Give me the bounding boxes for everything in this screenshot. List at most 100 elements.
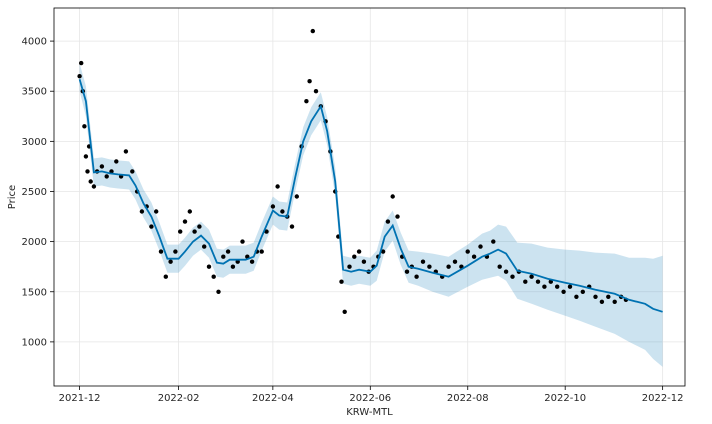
observed-point — [82, 124, 87, 129]
observed-point — [347, 264, 352, 269]
observed-point — [491, 239, 496, 244]
observed-point — [79, 60, 84, 66]
observed-point — [249, 259, 255, 264]
observed-point — [395, 214, 400, 219]
observed-point — [197, 224, 202, 229]
observed-point — [163, 274, 168, 279]
observed-point — [404, 269, 410, 274]
observed-point — [225, 249, 231, 254]
x-tick-label: 2022-06 — [349, 393, 391, 404]
observed-point — [307, 79, 312, 84]
observed-point — [139, 209, 145, 214]
grid-lines — [54, 8, 685, 386]
observed-point — [280, 209, 285, 214]
observed-point — [154, 209, 159, 214]
observed-point — [289, 224, 295, 229]
observed-point — [88, 179, 93, 184]
observed-point — [216, 289, 221, 294]
forecast-line-group — [78, 78, 663, 313]
observed-point — [264, 229, 269, 234]
observed-point — [85, 169, 90, 174]
observed-point — [523, 279, 528, 284]
observed-point — [99, 164, 105, 169]
observed-point — [77, 74, 82, 79]
forecast-line — [78, 78, 663, 313]
observed-point — [390, 194, 395, 199]
observed-point — [612, 299, 617, 304]
plot-area — [54, 8, 685, 386]
y-tick-label: 3000 — [22, 137, 47, 148]
x-axis-label: KRW-MTL — [346, 407, 393, 418]
y-tick-label: 4000 — [22, 37, 47, 48]
observed-point — [182, 219, 188, 224]
observed-point — [168, 259, 173, 264]
observed-point — [352, 254, 357, 259]
observed-point — [123, 149, 129, 154]
observed-point — [211, 274, 216, 279]
observed-point — [270, 204, 276, 209]
observed-point — [275, 184, 280, 189]
observed-point — [510, 274, 515, 279]
observed-point — [91, 184, 97, 189]
observed-point — [606, 294, 611, 299]
observed-point — [385, 219, 391, 224]
observed-point — [104, 174, 109, 179]
observed-point — [497, 264, 502, 269]
observed-point — [567, 284, 573, 289]
observed-point — [83, 154, 89, 159]
y-tick-label: 1000 — [22, 337, 47, 348]
y-tick-label: 3500 — [22, 87, 47, 98]
observed-point — [187, 209, 192, 214]
observed-point — [339, 279, 344, 284]
observed-point — [471, 254, 477, 259]
y-tick-label: 2000 — [22, 237, 47, 248]
observed-point — [593, 294, 598, 299]
observed-point — [304, 99, 309, 104]
observed-point — [465, 249, 470, 254]
observed-point — [452, 259, 458, 264]
observed-point — [192, 229, 197, 234]
observed-point — [259, 249, 264, 254]
observed-point — [149, 224, 154, 229]
observed-point — [420, 259, 426, 264]
x-tick-label: 2022-04 — [252, 393, 294, 404]
observed-point — [414, 274, 419, 279]
y-tick-label: 1500 — [22, 287, 47, 298]
observed-point — [574, 294, 579, 299]
y-axis-label: Price — [7, 185, 18, 209]
observed-point — [130, 169, 135, 174]
observed-point — [529, 274, 534, 279]
observed-point — [206, 264, 212, 269]
y-axis-ticks: 1000 1500 2000 2500 3000 3500 4000 — [22, 37, 54, 348]
observed-point — [114, 159, 119, 164]
x-axis-ticks: 2021-12 2022-02 2022-04 2022-06 2022-08 2022-… — [59, 386, 684, 404]
observed-point — [230, 264, 236, 269]
observed-point — [202, 244, 207, 249]
observed-point — [313, 89, 319, 94]
observed-point — [542, 284, 547, 289]
observed-point — [109, 169, 114, 174]
x-tick-label: 2021-12 — [59, 393, 101, 404]
y-tick-label: 2500 — [22, 187, 47, 198]
observed-point — [599, 299, 605, 304]
observed-point — [427, 264, 432, 269]
observed-point — [503, 269, 509, 274]
x-tick-label: 2022-08 — [447, 393, 489, 404]
observed-point — [380, 249, 386, 254]
observed-point — [361, 259, 367, 264]
plot-frame — [53, 7, 686, 387]
uncertainty-band — [79, 63, 663, 367]
observed-point — [158, 249, 164, 254]
observed-point — [294, 194, 299, 199]
x-tick-label: 2022-10 — [544, 393, 586, 404]
observed-point — [555, 284, 560, 289]
interval-band — [79, 63, 663, 367]
observed-point — [535, 279, 541, 284]
observed-point — [580, 289, 585, 294]
observed-point — [173, 249, 178, 254]
observed-point — [561, 289, 566, 294]
x-tick-label: 2022-02 — [158, 393, 200, 404]
observed-point — [478, 244, 483, 249]
observed-point — [342, 309, 347, 314]
